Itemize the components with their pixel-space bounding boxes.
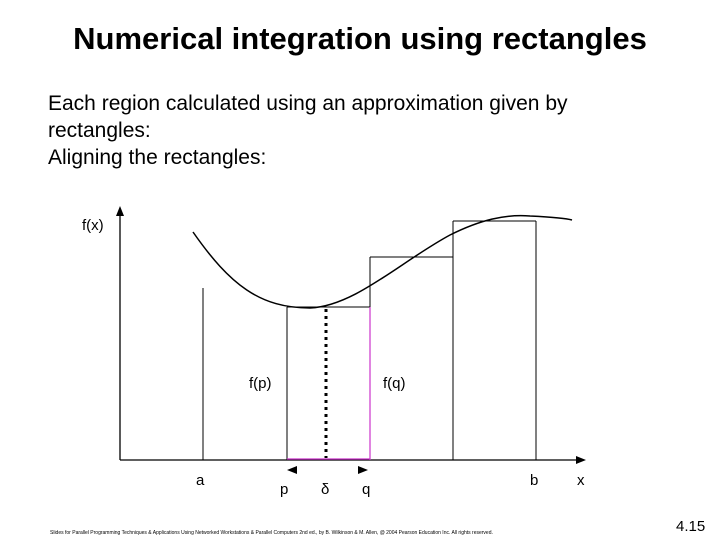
- y-axis-arrowhead: [116, 206, 124, 216]
- tick-label-q: q: [362, 481, 370, 498]
- tick-label-a: a: [196, 472, 205, 489]
- y-axis-label: f(x): [82, 217, 104, 234]
- label-fp: f(p): [249, 375, 272, 392]
- x-axis-label: x: [577, 472, 585, 489]
- tick-label-delta: δ: [321, 481, 329, 498]
- tick-label-b: b: [530, 472, 538, 489]
- slide-number: 4.15: [676, 518, 706, 535]
- arrow-left-icon: [287, 466, 297, 474]
- slide-title: Numerical integration using rectangles: [73, 21, 647, 56]
- label-fq: f(q): [383, 375, 406, 392]
- slide-footer: Slides for Parallel Programming Techniqu…: [50, 530, 493, 536]
- body-text: Each region calculated using an approxim…: [48, 90, 688, 171]
- body-line: Each region calculated using an approxim…: [48, 92, 568, 115]
- x-axis-arrowhead: [576, 456, 586, 464]
- body-line: rectangles:: [48, 119, 151, 142]
- function-curve: [192, 214, 573, 309]
- arrow-right-icon: [358, 466, 368, 474]
- body-line: Aligning the rectangles:: [48, 146, 267, 169]
- tick-label-p: p: [280, 481, 288, 498]
